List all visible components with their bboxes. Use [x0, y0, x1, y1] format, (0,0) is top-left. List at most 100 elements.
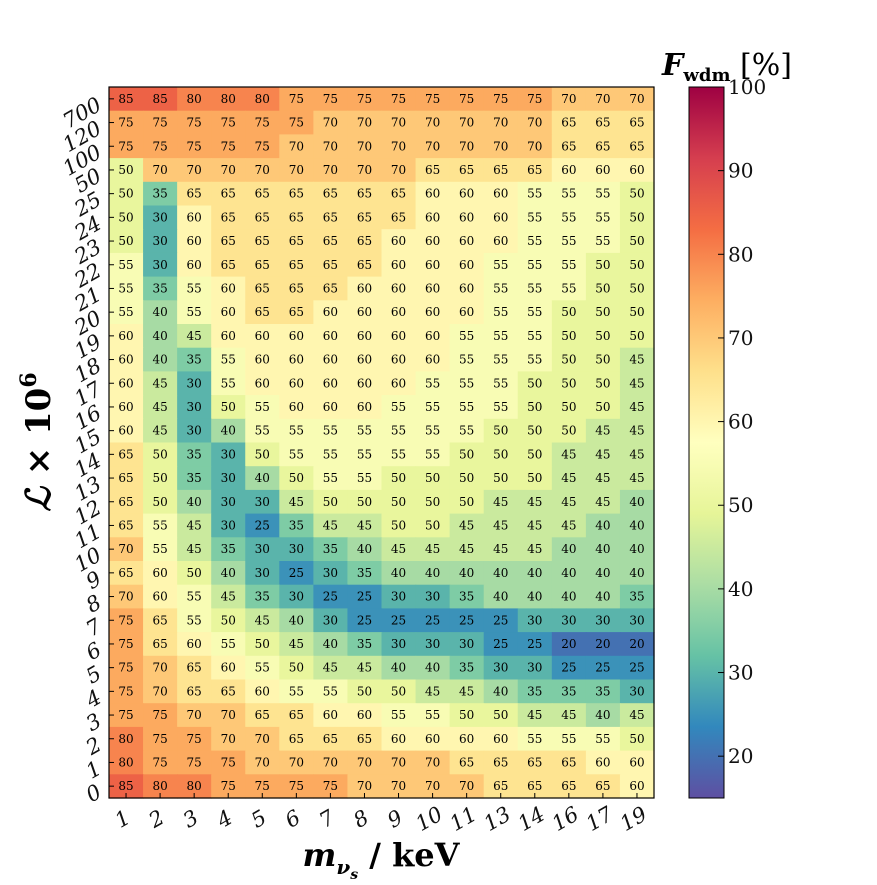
cell-value-label: 60 [391, 732, 406, 746]
heatmap-cell [381, 489, 417, 515]
cell-value-label: 55 [425, 400, 440, 414]
heatmap-cell [109, 537, 144, 562]
cell-value-label: 50 [289, 661, 304, 675]
cell-value-label: 80 [187, 92, 202, 106]
y-tick-label: 8 [82, 590, 106, 617]
heatmap-cell [279, 584, 314, 609]
cell-value-label: 35 [221, 542, 236, 556]
heatmap-cell [483, 632, 519, 657]
cell-value-label: 60 [493, 732, 508, 746]
heatmap-cell [143, 134, 178, 159]
cell-value-label: 25 [493, 613, 508, 627]
heatmap-cell [585, 442, 621, 467]
cell-value-label: 30 [629, 684, 644, 698]
cell-value-label: 60 [357, 708, 372, 722]
heatmap-cell [551, 300, 587, 325]
heatmap-cell [177, 513, 212, 538]
heatmap-cell [517, 347, 553, 372]
heatmap-cell [381, 679, 417, 704]
x-tick-label: 5 [247, 805, 271, 832]
heatmap-cell [449, 466, 485, 491]
cell-value-label: 45 [493, 495, 508, 509]
heatmap-cell [109, 324, 144, 349]
heatmap-cell [347, 726, 383, 752]
heatmap-cell [585, 110, 621, 135]
cell-value-label: 50 [527, 471, 542, 485]
heatmap-cell [211, 252, 246, 278]
heatmap-cell [245, 466, 280, 491]
cell-value-label: 70 [459, 139, 474, 153]
heatmap-cell [279, 513, 314, 538]
cell-value-label: 70 [391, 139, 406, 153]
cell-value-label: 80 [255, 92, 270, 106]
heatmap-cell [517, 466, 553, 491]
cell-value-label: 65 [357, 732, 372, 746]
heatmap-cell [313, 324, 349, 349]
cell-value-label: 60 [323, 353, 338, 367]
cell-value-label: 55 [459, 424, 474, 438]
heatmap-cell [109, 181, 144, 207]
heatmap-cell [347, 655, 383, 681]
heatmap-cell [619, 276, 655, 301]
heatmap-cell [177, 561, 212, 586]
heatmap-cell [551, 442, 587, 467]
heatmap-cell [143, 466, 178, 491]
heatmap-cell [449, 726, 485, 752]
heatmap-cell [109, 276, 144, 301]
cell-value-label: 75 [527, 92, 542, 106]
cell-value-label: 45 [629, 376, 644, 390]
cell-value-label: 75 [221, 755, 236, 769]
cell-value-label: 40 [493, 684, 508, 698]
cell-value-label: 50 [118, 210, 133, 224]
cell-value-label: 70 [323, 755, 338, 769]
heatmap-cell [619, 371, 655, 396]
cell-value-label: 65 [425, 163, 440, 177]
heatmap-cell [245, 608, 280, 633]
cell-value-label: 45 [561, 495, 576, 509]
heatmap-cell [347, 229, 383, 254]
cell-value-label: 45 [595, 495, 610, 509]
heatmap-cell [449, 750, 485, 775]
cell-value-label: 60 [118, 376, 133, 390]
heatmap-cell [517, 750, 553, 775]
heatmap-cell [483, 584, 519, 609]
heatmap-cell [347, 561, 383, 586]
cell-value-label: 50 [118, 163, 133, 177]
cell-value-label: 45 [527, 495, 542, 509]
cell-value-label: 60 [152, 566, 167, 580]
cell-value-label: 50 [289, 471, 304, 485]
cell-value-label: 25 [425, 613, 440, 627]
cell-value-label: 55 [493, 329, 508, 343]
cell-value-label: 30 [221, 518, 236, 532]
x-tick-label: 9 [383, 805, 407, 832]
cell-value-label: 55 [561, 234, 576, 248]
cell-value-label: 85 [152, 92, 167, 106]
heatmap-cell [211, 584, 246, 609]
heatmap-cell [551, 347, 587, 372]
heatmap-cell [279, 347, 314, 372]
cell-value-label: 50 [118, 187, 133, 201]
heatmap-cell [211, 632, 246, 657]
heatmap-cell [143, 655, 178, 681]
heatmap-cell [211, 134, 246, 159]
cell-value-label: 45 [527, 708, 542, 722]
cell-value-label: 55 [425, 376, 440, 390]
cell-value-label: 65 [357, 187, 372, 201]
cell-value-label: 60 [425, 732, 440, 746]
heatmap-cell [483, 87, 519, 112]
heatmap-cell [517, 703, 553, 728]
heatmap-cell [381, 442, 417, 467]
heatmap-cell [143, 703, 178, 728]
cell-value-label: 50 [391, 518, 406, 532]
cell-value-label: 75 [152, 116, 167, 130]
heatmap-cell [109, 489, 144, 515]
heatmap-cell [449, 655, 485, 681]
heatmap-cell [279, 229, 314, 254]
cell-value-label: 60 [255, 684, 270, 698]
heatmap-cell [381, 181, 417, 207]
cell-value-label: 55 [527, 234, 542, 248]
cell-value-label: 55 [391, 424, 406, 438]
heatmap-cell [313, 466, 349, 491]
cell-value-label: 25 [255, 518, 270, 532]
cell-value-label: 75 [323, 779, 338, 793]
